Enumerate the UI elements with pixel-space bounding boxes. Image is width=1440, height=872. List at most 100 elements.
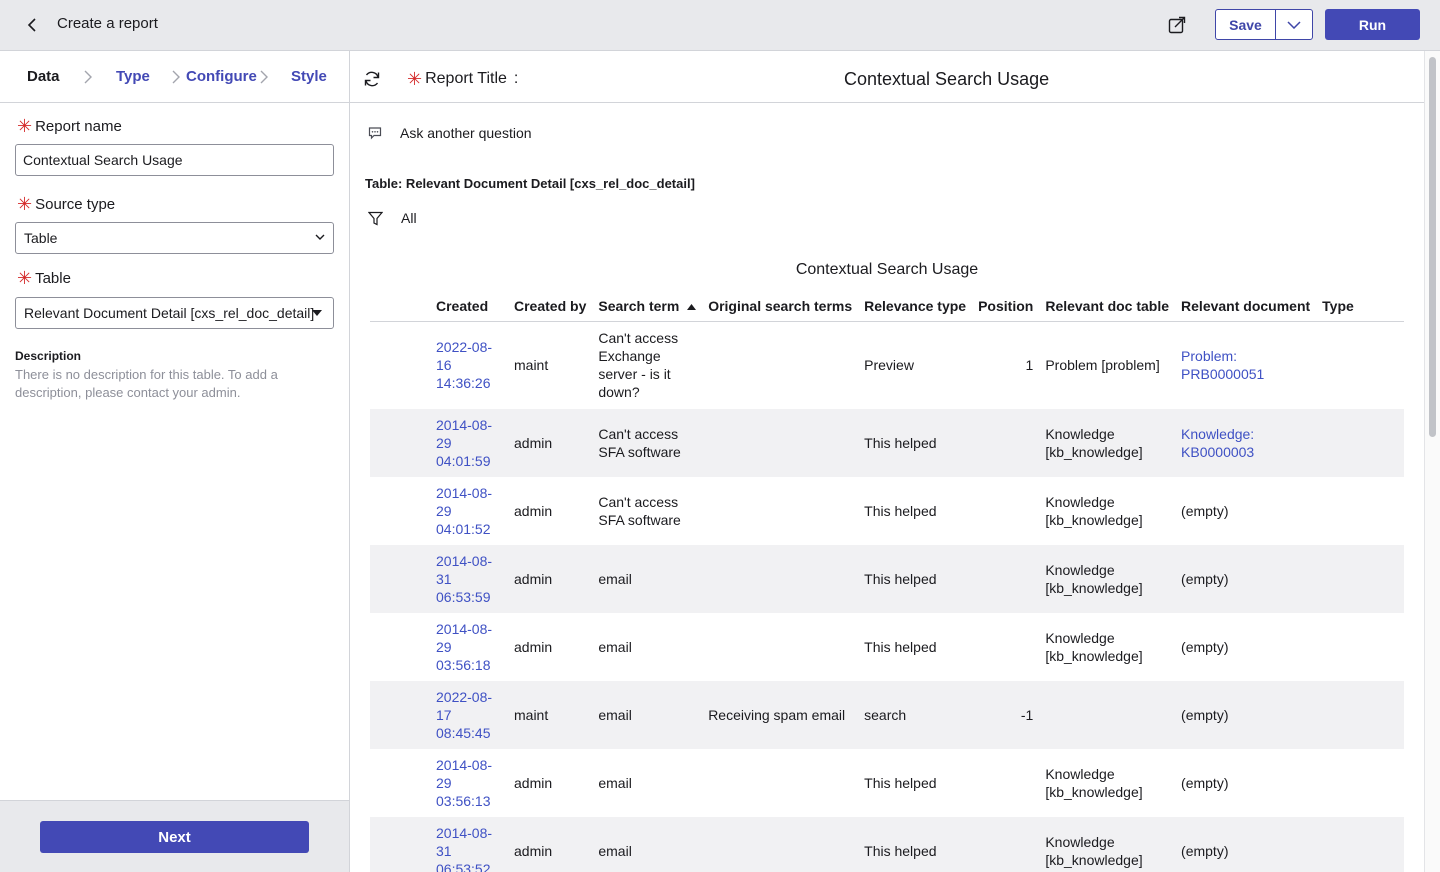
original-search-terms-cell [702,544,859,613]
relevant-doc-table-cell: Knowledge [kb_knowledge] [1039,408,1176,477]
table-row: 2014-08-29 03:56:18 admin email This hel… [370,613,1404,681]
relevance-type-cell: This helped [858,544,973,613]
created-link[interactable]: 2014-08-29 04:01:52 [436,484,493,537]
type-cell [1316,680,1404,749]
relevant-document-cell: (empty) [1175,680,1317,749]
column-header-original-search-terms[interactable]: Original search terms [702,291,859,322]
back-button[interactable] [20,13,44,37]
type-cell [1316,477,1404,545]
relevant-document-cell: (empty) [1181,502,1229,519]
save-button-group: Save [1215,9,1313,40]
chevron-left-icon [27,18,36,32]
relevant-doc-table-cell [1039,680,1176,749]
column-header-type[interactable]: Type [1316,291,1404,322]
table-row: 2014-08-31 06:53:59 admin email This hel… [370,544,1404,613]
step-style[interactable]: Style [291,68,327,85]
relevance-type-cell: Preview [864,357,914,374]
search-term-cell: Can't access Exchange server - is it dow… [598,330,679,401]
created-link[interactable]: 2014-08-29 03:56:13 [436,756,493,809]
column-header-relevant-doc-table[interactable]: Relevant doc table [1039,291,1176,322]
relevance-type-cell: This helped [858,408,973,477]
column-header-position[interactable]: Position [972,291,1040,322]
created-by-cell: admin [508,544,593,613]
required-icon: ✳ [17,194,33,214]
step-data[interactable]: Data [27,68,60,85]
column-header-relevance-type[interactable]: Relevance type [858,291,973,322]
type-cell [1316,544,1404,613]
position-cell [972,816,1040,872]
type-cell [1316,749,1404,817]
chevron-right-icon [260,70,268,84]
created-by-cell: admin [508,816,593,872]
original-search-terms-cell [702,322,858,409]
run-button[interactable]: Run [1325,9,1420,40]
created-link[interactable]: 2014-08-31 06:53:52 [436,824,493,872]
chevron-down-icon [1287,20,1301,29]
report-preview-panel: ✳ Report Title : Contextual Search Usage… [350,51,1424,872]
relevant-doc-table-cell: Knowledge [kb_knowledge] [1045,493,1143,528]
created-link[interactable]: 2014-08-29 04:01:59 [436,416,493,469]
report-table: Created Created by Search term Original … [370,291,1404,872]
table-select[interactable]: Relevant Document Detail [cxs_rel_doc_de… [15,297,334,329]
column-header-search-term[interactable]: Search term [592,291,703,322]
source-type-label: ✳ Source type [17,194,116,214]
original-search-terms-cell [702,816,859,872]
required-icon: ✳ [17,116,33,136]
created-link[interactable]: 2014-08-29 03:56:18 [436,620,493,673]
search-term-cell: email [598,774,632,791]
column-header-relevant-document[interactable]: Relevant document [1175,291,1317,322]
relevance-type-cell: This helped [864,774,937,791]
created-by-cell: admin [514,774,553,791]
report-title-value[interactable]: Contextual Search Usage [844,69,1050,89]
column-header-created-by[interactable]: Created by [508,291,593,322]
description-text: There is no description for this table. … [15,367,278,400]
relevant-document-link[interactable]: Problem: PRB0000051 [1181,348,1265,383]
relevance-type-cell: This helped [858,816,973,872]
table-row: 2022-08-17 08:45:45 maint email Receivin… [370,680,1404,749]
relevant-doc-table-cell: Knowledge [kb_knowledge] [1045,765,1143,800]
relevant-document-link[interactable]: Knowledge: KB0000003 [1181,425,1255,460]
description-title: Description [15,349,82,363]
report-name-label: ✳ Report name [17,116,122,136]
table-label: ✳ Table [17,268,71,288]
relevant-document-cell: (empty) [1175,544,1317,613]
report-title-label: ✳ Report Title : [407,69,519,89]
created-by-cell: admin [508,408,593,477]
left-panel: Data Type Configure Style ✳ Report name … [0,51,350,872]
search-term-cell: email [592,544,703,613]
created-link[interactable]: 2022-08-17 08:45:45 [436,688,493,741]
relevant-document-cell: (empty) [1175,816,1317,872]
save-button[interactable]: Save [1216,10,1276,39]
step-type[interactable]: Type [116,68,150,85]
filter-condition[interactable]: All [368,210,417,226]
refresh-icon[interactable] [362,69,382,89]
step-configure[interactable]: Configure [186,68,257,85]
type-cell [1316,613,1404,681]
position-cell [972,613,1039,681]
type-cell [1316,816,1404,872]
created-link[interactable]: 2022-08-16 14:36:26 [436,339,493,392]
search-term-cell: Can't access SFA software [598,493,681,528]
chevron-right-icon [84,70,92,84]
column-header-created[interactable]: Created [370,291,508,322]
original-search-terms-cell: Receiving spam email [702,680,859,749]
next-button[interactable]: Next [40,821,309,853]
table-row: 2014-08-29 03:56:13 admin email This hel… [370,749,1404,817]
source-type-select[interactable]: Table [15,222,334,254]
created-by-cell: admin [514,638,553,655]
ask-another-question[interactable]: Ask another question [368,125,532,141]
created-link[interactable]: 2014-08-31 06:53:59 [436,552,493,605]
required-icon: ✳ [407,69,423,89]
caret-down-icon [312,310,322,316]
original-search-terms-cell [702,613,858,681]
table-row: 2014-08-29 04:01:52 admin Can't access S… [370,477,1404,545]
report-name-input[interactable]: Contextual Search Usage [15,144,334,176]
open-in-new-button[interactable] [1164,12,1190,38]
vertical-scrollbar[interactable] [1424,51,1440,872]
scrollbar-thumb[interactable] [1429,57,1436,437]
relevant-document-cell: (empty) [1181,638,1229,655]
save-options-button[interactable] [1276,10,1312,39]
chevron-down-icon [315,234,325,240]
share-icon [1168,16,1186,34]
relevant-document-cell: (empty) [1181,774,1229,791]
